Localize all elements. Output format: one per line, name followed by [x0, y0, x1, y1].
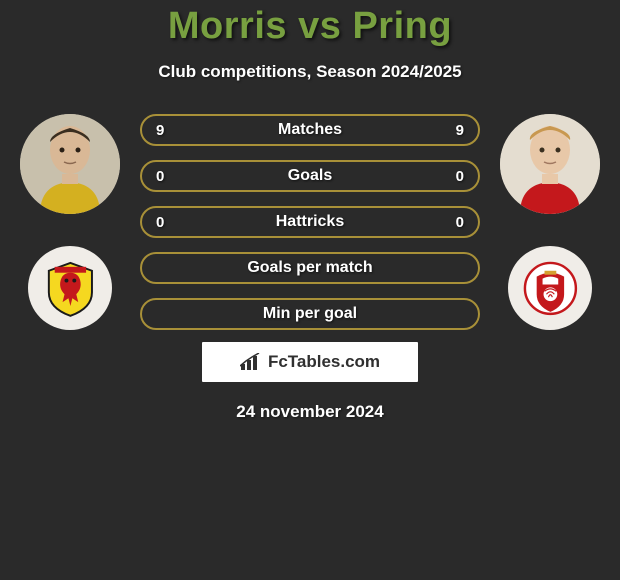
stat-label: Hattricks [142, 213, 478, 231]
stat-row-goals: 0 Goals 0 [140, 160, 480, 192]
stat-right-value: 0 [456, 168, 464, 185]
stat-left-value: 0 [156, 214, 164, 231]
stat-label: Goals [142, 167, 478, 185]
vs-separator: vs [298, 5, 341, 47]
main-area: 9 Matches 9 0 Goals 0 0 Hattricks 0 Goal… [0, 114, 620, 330]
stat-label: Goals per match [142, 259, 478, 277]
player2-name: Pring [352, 5, 452, 47]
subtitle: Club competitions, Season 2024/2025 [158, 62, 461, 82]
player1-name: Morris [168, 5, 287, 47]
right-column [500, 114, 600, 330]
stat-row-hattricks: 0 Hattricks 0 [140, 206, 480, 238]
player1-avatar [20, 114, 120, 214]
stat-label: Min per goal [142, 305, 478, 323]
bristol-city-crest-icon [521, 259, 580, 318]
date-label: 24 november 2024 [236, 402, 383, 422]
stats-column: 9 Matches 9 0 Goals 0 0 Hattricks 0 Goal… [140, 114, 480, 330]
brand-text: FcTables.com [268, 352, 380, 372]
player2-club-crest [508, 246, 592, 330]
stat-left-value: 9 [156, 122, 164, 139]
stat-row-min-per-goal: Min per goal [140, 298, 480, 330]
page-title: Morris vs Pring [168, 5, 452, 48]
comparison-card: Morris vs Pring Club competitions, Seaso… [0, 0, 620, 580]
stat-left-value: 0 [156, 168, 164, 185]
player1-club-crest [28, 246, 112, 330]
stat-row-goals-per-match: Goals per match [140, 252, 480, 284]
stat-right-value: 9 [456, 122, 464, 139]
player2-avatar [500, 114, 600, 214]
stat-row-matches: 9 Matches 9 [140, 114, 480, 146]
person-icon [20, 114, 120, 214]
bar-chart-icon [240, 353, 262, 371]
left-column [20, 114, 120, 330]
stat-label: Matches [142, 121, 478, 139]
brand-box[interactable]: FcTables.com [202, 342, 418, 382]
person-icon [500, 114, 600, 214]
watford-crest-icon [41, 259, 100, 318]
stat-right-value: 0 [456, 214, 464, 231]
